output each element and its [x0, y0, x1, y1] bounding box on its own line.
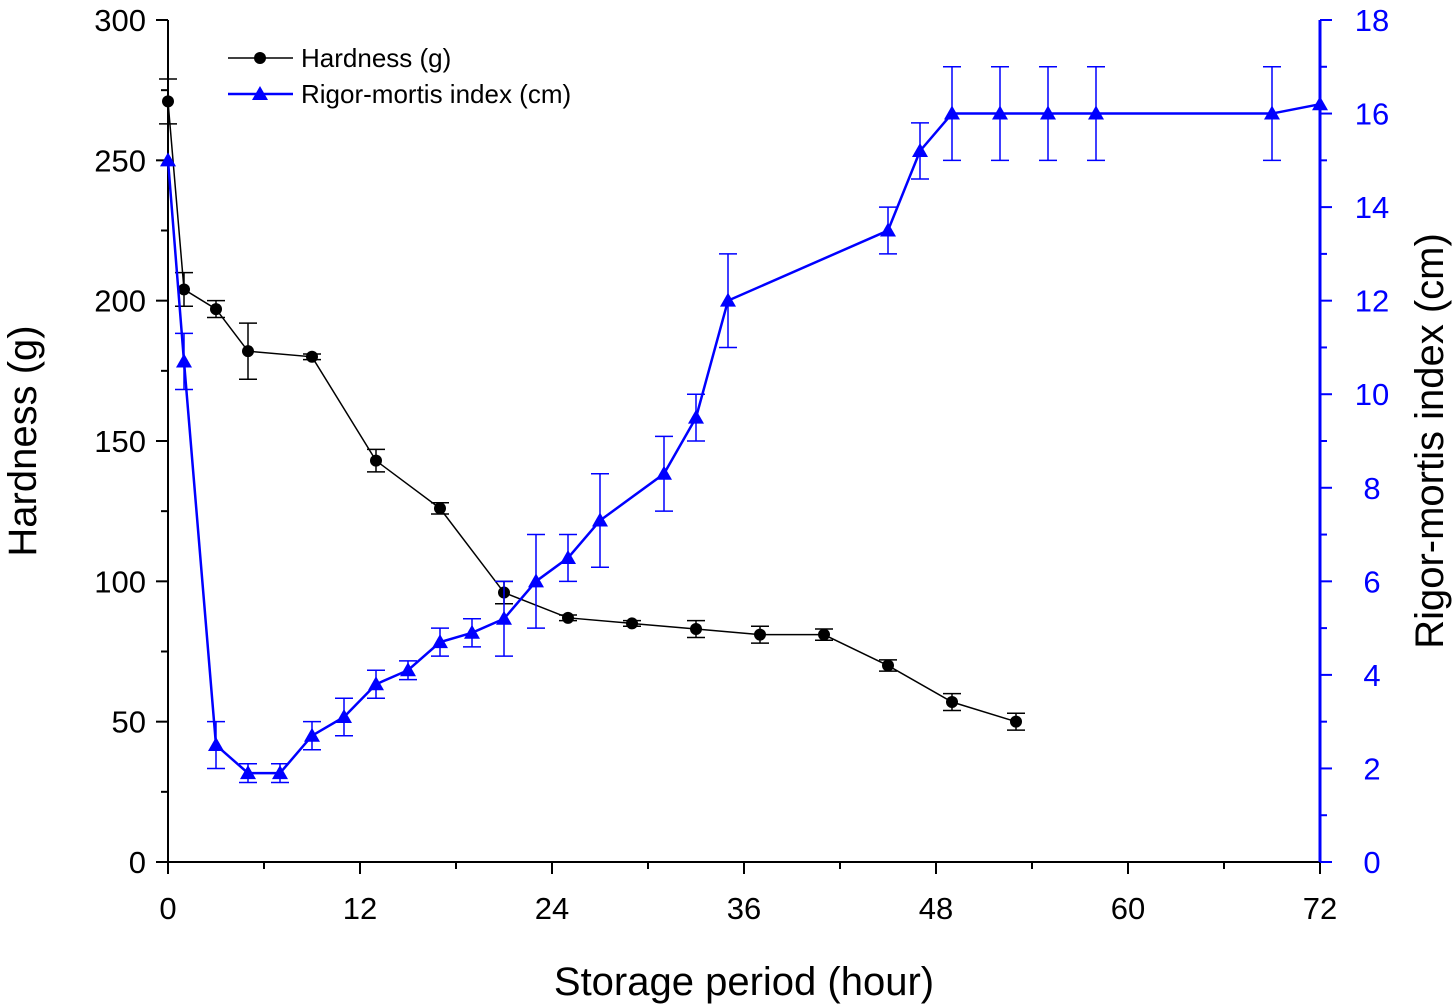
data-point	[560, 549, 576, 564]
data-point	[690, 623, 702, 636]
data-point	[272, 765, 288, 780]
data-point	[242, 345, 254, 358]
y2-tick-label: 18	[1355, 3, 1389, 38]
y2-tick-label: 16	[1355, 97, 1389, 132]
data-point	[880, 222, 896, 237]
data-point	[720, 292, 736, 307]
data-point	[176, 353, 192, 368]
y-tick-label: 300	[94, 3, 146, 38]
legend-marker	[252, 86, 268, 100]
legend-item: Rigor-mortis index (cm)	[228, 79, 571, 109]
data-point	[432, 634, 448, 649]
data-point	[210, 303, 222, 316]
data-point	[944, 105, 960, 120]
data-point	[1312, 96, 1328, 111]
data-point	[464, 624, 480, 639]
x-tick-label: 36	[727, 891, 761, 926]
x-tick-label: 0	[159, 891, 176, 926]
data-point	[912, 142, 928, 157]
y-axis-title: Hardness (g)	[1, 325, 45, 556]
data-point	[992, 105, 1008, 120]
y2-tick-label: 6	[1363, 564, 1380, 599]
data-point	[1264, 105, 1280, 120]
data-point	[882, 659, 894, 672]
y-tick-label: 100	[94, 564, 146, 599]
x-tick-label: 48	[919, 891, 953, 926]
legend-marker	[254, 52, 266, 64]
y2-tick-label: 8	[1363, 471, 1380, 506]
series-line	[166, 102, 1321, 775]
data-point	[368, 676, 384, 691]
y-tick-label: 0	[129, 845, 146, 880]
data-point	[336, 708, 352, 723]
data-point	[178, 283, 190, 296]
data-point	[1040, 105, 1056, 120]
y-axis-left: 0 50 100 150 200 250 300	[94, 3, 168, 880]
y-tick-label: 250	[94, 143, 146, 178]
series-1	[159, 78, 1025, 731]
data-point	[946, 696, 958, 709]
legend: Hardness (g) Rigor-mortis index (cm)	[228, 43, 571, 109]
y-tick-label: 50	[112, 705, 146, 740]
y2-tick-label: 0	[1363, 845, 1380, 880]
data-point	[818, 628, 830, 641]
data-point	[592, 512, 608, 527]
data-point	[496, 610, 512, 625]
y-tick-label: 150	[94, 424, 146, 459]
x-tick-label: 24	[535, 891, 569, 926]
data-point	[306, 350, 318, 363]
x-tick-label: 60	[1111, 891, 1145, 926]
x-tick-label: 12	[343, 891, 377, 926]
y2-axis-title: Rigor-mortis index (cm)	[1408, 233, 1452, 649]
y-axis-right: 0 2 4 6 8 10 12 14 16 18	[1320, 3, 1389, 880]
data-point	[1010, 715, 1022, 728]
y2-tick-label: 14	[1355, 190, 1389, 225]
y2-tick-label: 12	[1355, 284, 1389, 319]
y-tick-label: 200	[94, 284, 146, 319]
y2-tick-label: 2	[1363, 751, 1380, 786]
legend-label: Rigor-mortis index (cm)	[301, 79, 571, 109]
data-point	[208, 737, 224, 752]
y2-tick-label: 4	[1363, 658, 1380, 693]
y2-tick-label: 10	[1355, 377, 1389, 412]
legend-item: Hardness (g)	[228, 43, 451, 73]
data-point	[370, 454, 382, 467]
data-point	[434, 502, 446, 515]
data-point	[562, 611, 574, 624]
series-2	[160, 66, 1328, 784]
series-line	[167, 101, 1017, 723]
data-point	[656, 465, 672, 480]
x-axis: 0 12 24 36 48 60 72	[159, 862, 1337, 926]
x-tick-label: 72	[1303, 891, 1337, 926]
data-point	[400, 662, 416, 677]
data-point	[160, 152, 176, 167]
data-point	[240, 765, 256, 780]
series-layer	[159, 66, 1328, 784]
data-point	[528, 573, 544, 588]
data-point	[688, 409, 704, 424]
data-point	[304, 727, 320, 742]
legend-label: Hardness (g)	[301, 43, 451, 73]
data-point	[162, 95, 174, 108]
data-point	[626, 617, 638, 630]
data-point	[754, 628, 766, 641]
data-point	[1088, 105, 1104, 120]
x-axis-title: Storage period (hour)	[554, 960, 934, 1004]
